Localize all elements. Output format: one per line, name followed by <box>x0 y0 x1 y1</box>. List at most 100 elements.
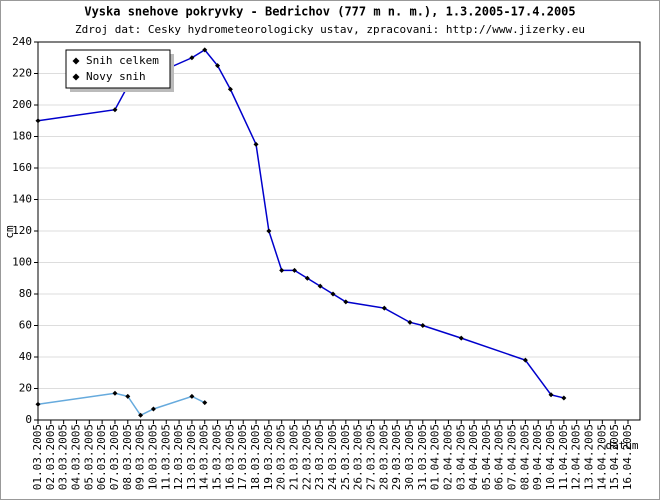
x-tick-label: 14.04.2005 <box>595 424 608 490</box>
x-tick-label: 10.04.2005 <box>544 424 557 490</box>
data-point <box>292 267 298 273</box>
x-tick-label: 09.03.2005 <box>134 424 147 490</box>
x-tick-label: 11.03.2005 <box>159 424 172 490</box>
x-tick-label: 04.04.2005 <box>467 424 480 490</box>
data-point <box>253 141 259 147</box>
x-tick-label: 14.03.2005 <box>198 424 211 490</box>
x-axis-label: datum <box>605 439 638 452</box>
y-tick-label: 140 <box>12 193 32 206</box>
x-tick-label: 24.03.2005 <box>326 424 339 490</box>
x-tick-label: 23.03.2005 <box>313 424 326 490</box>
x-tick-label: 16.04.2005 <box>621 424 634 490</box>
data-point <box>112 390 118 396</box>
y-tick-label: 240 <box>12 35 32 48</box>
data-point <box>189 393 195 399</box>
y-tick-label: 180 <box>12 130 32 143</box>
y-tick-label: 200 <box>12 98 32 111</box>
y-tick-label: 80 <box>19 287 32 300</box>
x-tick-label: 22.03.2005 <box>300 424 313 490</box>
data-point <box>420 323 426 328</box>
data-point <box>202 400 208 406</box>
x-tick-label: 19.03.2005 <box>262 424 275 490</box>
data-point <box>343 299 349 305</box>
data-point <box>561 395 567 401</box>
x-tick-label: 07.04.2005 <box>506 424 519 490</box>
data-point <box>150 406 156 412</box>
data-point <box>35 118 41 124</box>
y-tick-label: 60 <box>19 319 32 332</box>
data-point <box>407 319 413 325</box>
x-tick-label: 13.03.2005 <box>185 424 198 490</box>
x-tick-label: 02.04.2005 <box>441 424 454 490</box>
x-tick-label: 05.03.2005 <box>82 424 95 490</box>
x-tick-label: 26.03.2005 <box>352 424 365 490</box>
x-tick-label: 07.03.2005 <box>108 424 121 490</box>
x-tick-label: 13.04.2005 <box>583 424 596 490</box>
x-tick-label: 02.03.2005 <box>44 424 57 490</box>
data-point <box>227 86 233 92</box>
chart-subtitle: Zdroj dat: Cesky hydrometeorologicky ust… <box>75 23 585 36</box>
legend-label: Novy snih <box>86 70 146 83</box>
data-point <box>202 47 208 53</box>
x-tick-label: 20.03.2005 <box>275 424 288 490</box>
data-point <box>304 275 310 281</box>
x-tick-label: 30.03.2005 <box>403 424 416 490</box>
series-line <box>37 48 565 399</box>
y-tick-label: 40 <box>19 350 32 363</box>
data-point <box>125 393 131 399</box>
legend-marker <box>72 57 80 65</box>
data-point <box>381 305 387 311</box>
x-tick-label: 16.03.2005 <box>223 424 236 490</box>
x-tick-label: 12.04.2005 <box>570 424 583 490</box>
x-tick-label: 25.03.2005 <box>339 424 352 490</box>
y-tick-label: 20 <box>19 382 32 395</box>
x-tick-label: 28.03.2005 <box>377 424 390 490</box>
x-tick-label: 08.04.2005 <box>518 424 531 490</box>
x-tick-label: 15.04.2005 <box>608 424 621 490</box>
x-tick-label: 27.03.2005 <box>364 424 377 490</box>
data-point <box>522 357 528 363</box>
x-tick-label: 09.04.2005 <box>531 424 544 490</box>
data-point <box>189 55 195 61</box>
data-point <box>35 401 41 407</box>
legend-box <box>65 49 171 89</box>
data-point <box>266 228 272 234</box>
y-tick-label: 220 <box>12 67 32 80</box>
y-tick-label: 160 <box>12 161 32 174</box>
data-point <box>215 63 221 69</box>
x-tick-label: 04.03.2005 <box>69 424 82 490</box>
x-tick-label: 11.04.2005 <box>557 424 570 490</box>
x-tick-label: 01.04.2005 <box>429 424 442 490</box>
y-tick-label: 120 <box>12 224 32 237</box>
x-tick-label: 03.03.2005 <box>57 424 70 490</box>
x-tick-label: 03.04.2005 <box>454 424 467 490</box>
x-tick-label: 15.03.2005 <box>211 424 224 490</box>
x-tick-label: 12.03.2005 <box>172 424 185 490</box>
x-tick-label: 18.03.2005 <box>249 424 262 490</box>
data-point <box>138 412 144 418</box>
data-point <box>548 392 554 398</box>
legend-label: Snih celkem <box>86 54 159 67</box>
x-tick-label: 06.03.2005 <box>95 424 108 490</box>
data-point <box>317 283 323 289</box>
x-tick-label: 10.03.2005 <box>146 424 159 490</box>
x-tick-label: 05.04.2005 <box>480 424 493 490</box>
data-point <box>112 107 118 113</box>
data-point <box>279 267 285 273</box>
x-tick-label: 31.03.2005 <box>416 424 429 490</box>
x-tick-label: 17.03.2005 <box>236 424 249 490</box>
plot-border <box>37 41 641 421</box>
x-tick-label: 21.03.2005 <box>288 424 301 490</box>
x-tick-label: 06.04.2005 <box>493 424 506 490</box>
data-point <box>458 335 464 341</box>
x-tick-label: 29.03.2005 <box>390 424 403 490</box>
data-point <box>330 291 336 297</box>
y-tick-label: 100 <box>12 256 32 269</box>
legend-marker <box>72 73 80 81</box>
chart-title: Vyska snehove pokryvky - Bedrichov (777 … <box>84 5 575 19</box>
y-axis-label: cm <box>3 225 16 239</box>
y-tick-label: 0 <box>25 413 32 426</box>
x-tick-label: 01.03.2005 <box>31 424 44 490</box>
